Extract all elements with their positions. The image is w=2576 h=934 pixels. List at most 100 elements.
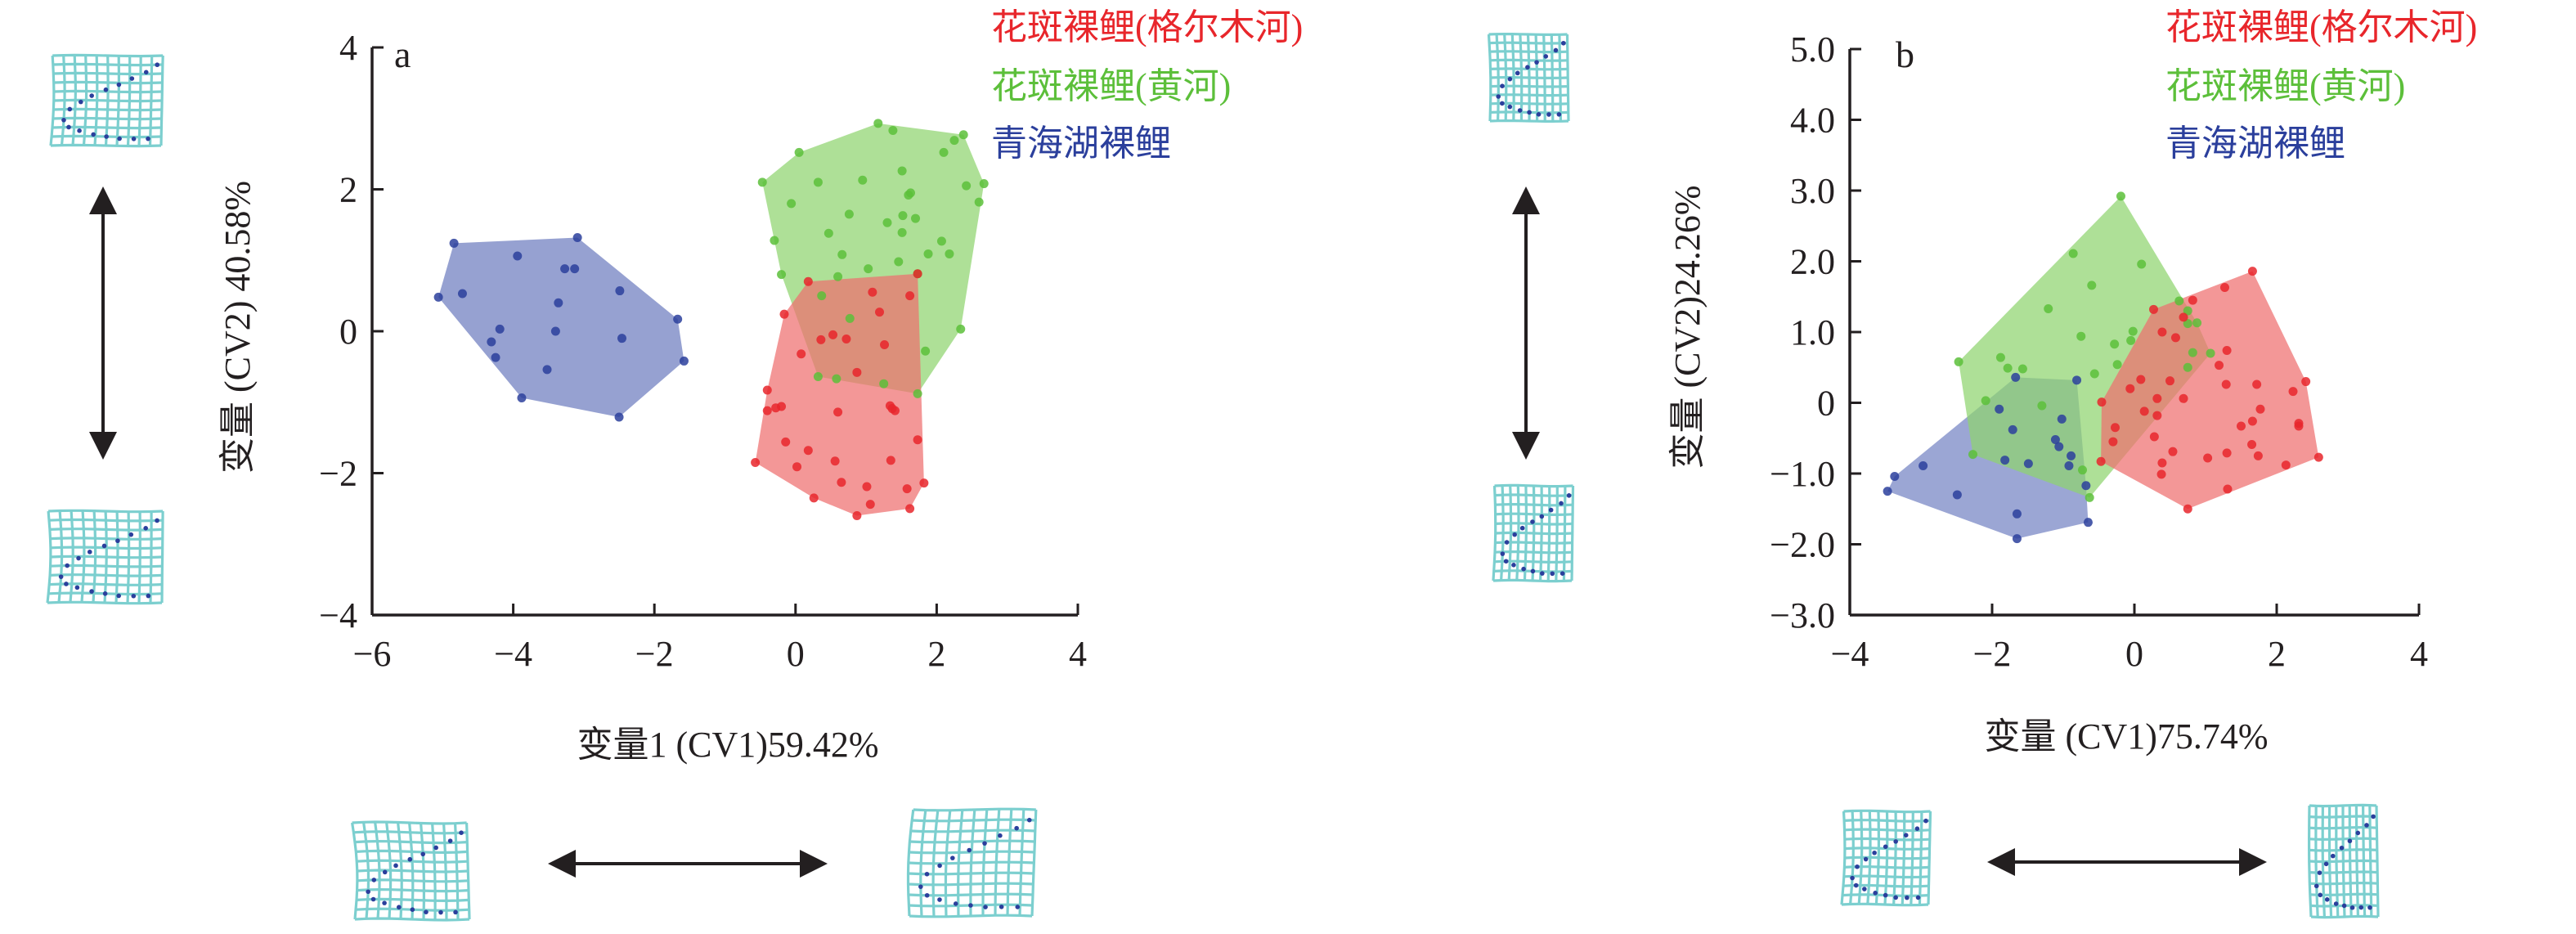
landmark-point xyxy=(420,851,426,857)
landmark-point xyxy=(918,884,923,889)
landmark-point xyxy=(410,907,415,912)
data-point xyxy=(945,249,954,258)
data-point xyxy=(816,335,826,344)
landmark-point xyxy=(2330,853,2336,859)
landmark-point xyxy=(1507,76,1513,82)
grid-line xyxy=(1562,486,1567,582)
x-axis-title-a: 变量1 (CV1)59.42% xyxy=(577,725,878,765)
landmark-point xyxy=(143,70,149,75)
landmark-point xyxy=(131,136,137,141)
data-point xyxy=(2313,452,2323,462)
data-point xyxy=(2067,451,2076,460)
data-point xyxy=(2097,397,2107,407)
arrow-head xyxy=(800,850,828,878)
landmark-point xyxy=(1540,571,1545,576)
data-point xyxy=(913,435,922,445)
landmark-point xyxy=(143,526,148,531)
landmark-point xyxy=(1014,825,1019,831)
data-point xyxy=(2085,492,2094,502)
data-point xyxy=(2152,411,2162,420)
hull-2 xyxy=(755,273,924,516)
grid-line xyxy=(1495,531,1573,536)
grid-line xyxy=(1490,76,1568,79)
landmark-point xyxy=(370,896,376,902)
data-point xyxy=(777,270,787,280)
data-point xyxy=(837,478,846,487)
x-tick-label: −4 xyxy=(494,634,532,674)
data-point xyxy=(2179,393,2188,403)
data-point xyxy=(873,119,883,128)
grid-line xyxy=(115,56,120,146)
deformation-grid-icon xyxy=(1487,33,1570,123)
landmark-point xyxy=(1503,559,1509,564)
grid-line xyxy=(1492,485,1497,582)
data-point xyxy=(1954,357,1963,366)
data-point xyxy=(2087,281,2097,290)
data-point xyxy=(923,249,933,258)
data-point xyxy=(902,484,912,494)
grid-line xyxy=(420,823,425,920)
data-point xyxy=(2139,406,2149,416)
landmark-point xyxy=(2364,823,2369,828)
data-point xyxy=(762,385,772,395)
y-tick-label: −2 xyxy=(319,454,357,494)
legend-item-golmud: 花斑裸鲤(格尔木河) xyxy=(991,7,1303,47)
data-point xyxy=(886,456,895,465)
legend-item-qinghai-lake: 青海湖裸鲤 xyxy=(991,123,1171,164)
data-point xyxy=(2126,335,2136,345)
data-point xyxy=(554,298,563,308)
landmark-point xyxy=(79,99,83,105)
data-point xyxy=(852,367,862,377)
grid-line xyxy=(47,600,163,605)
landmark-point xyxy=(1512,532,1517,537)
data-point xyxy=(2081,481,2091,491)
landmark-point xyxy=(937,897,942,902)
landmark-point xyxy=(65,563,70,568)
landmark-point xyxy=(438,909,443,915)
data-point xyxy=(913,269,922,279)
landmark-point xyxy=(1559,501,1564,506)
grid-line xyxy=(909,914,1033,918)
arrow-head xyxy=(1987,848,2015,876)
y-tick-label: 0 xyxy=(1817,384,1835,424)
data-point xyxy=(2206,348,2215,358)
landmark-point xyxy=(146,593,151,599)
landmark-point xyxy=(102,591,108,596)
grid-line xyxy=(114,511,119,604)
data-point xyxy=(813,177,823,187)
grid-line xyxy=(126,56,132,146)
grid-line xyxy=(1901,811,1906,905)
data-point xyxy=(495,324,505,334)
landmark-point xyxy=(1560,571,1565,577)
data-point xyxy=(457,289,467,299)
landmark-point xyxy=(382,900,387,905)
landmark-point xyxy=(924,892,930,898)
data-point xyxy=(830,456,840,466)
data-point xyxy=(2000,456,2010,465)
landmark-point xyxy=(2339,845,2345,851)
landmark-point xyxy=(1500,101,1505,106)
data-point xyxy=(787,199,797,209)
grid-line xyxy=(1487,34,1492,122)
landmark-point xyxy=(393,863,398,869)
landmark-point xyxy=(453,909,458,915)
grid-line xyxy=(1018,809,1025,916)
data-point xyxy=(797,349,806,359)
arrow-head xyxy=(1512,186,1540,214)
landmark-point xyxy=(2313,883,2319,889)
landmark-point xyxy=(1517,108,1523,113)
data-point xyxy=(673,314,683,324)
deformation-grid-icon xyxy=(49,53,164,148)
landmark-point xyxy=(1534,60,1539,65)
landmark-point xyxy=(1872,850,1877,855)
landmark-point xyxy=(2323,861,2329,867)
landmark-point xyxy=(1530,519,1535,524)
data-point xyxy=(2137,259,2147,269)
grid-line xyxy=(2354,805,2359,917)
grid-line xyxy=(1030,809,1038,917)
landmark-point xyxy=(1883,892,1888,898)
data-point xyxy=(517,393,527,403)
deformation-grid-icon xyxy=(1492,483,1575,583)
grid-line xyxy=(1492,578,1573,583)
